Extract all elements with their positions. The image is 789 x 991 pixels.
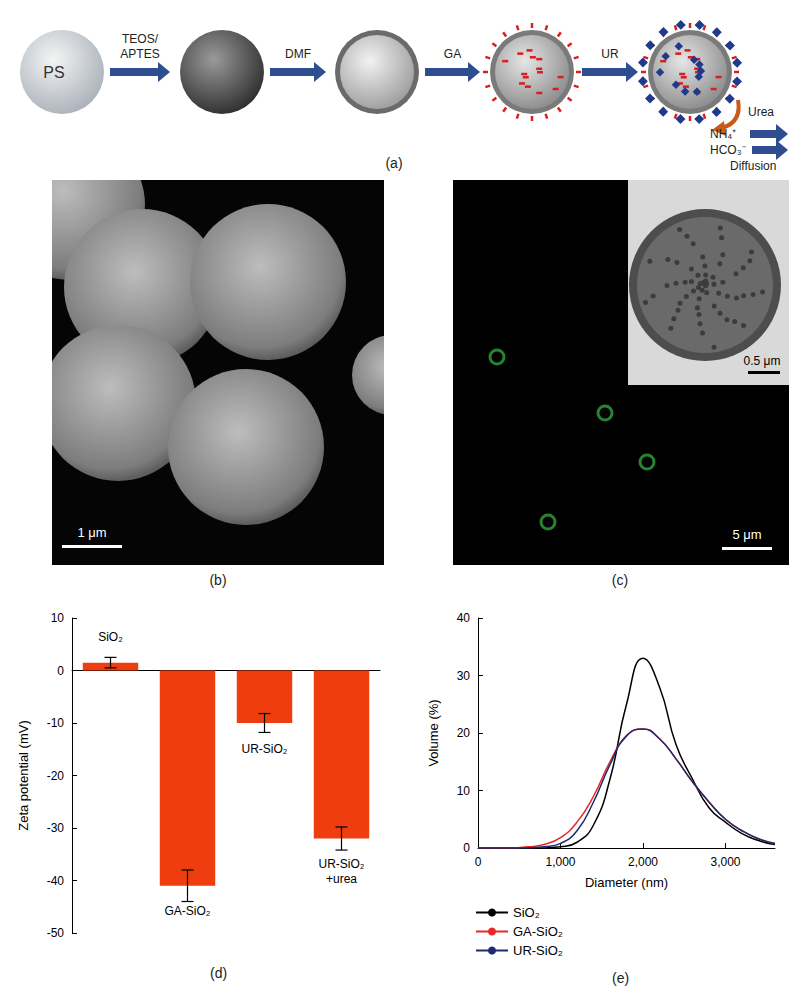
svg-text:+urea: +urea <box>326 872 357 886</box>
svg-text:HCO₃⁻: HCO₃⁻ <box>710 143 746 157</box>
svg-text:3,000: 3,000 <box>710 855 740 869</box>
svg-text:Diameter (nm): Diameter (nm) <box>585 875 668 890</box>
svg-text:(a): (a) <box>385 155 402 171</box>
svg-text:(b): (b) <box>209 572 226 588</box>
svg-text:UR: UR <box>601 47 619 61</box>
svg-text:GA-SiO₂: GA-SiO₂ <box>165 904 211 918</box>
svg-text:Volume (%): Volume (%) <box>426 699 441 766</box>
svg-text:0: 0 <box>463 841 470 855</box>
svg-text:10: 10 <box>51 611 65 625</box>
svg-text:2,000: 2,000 <box>628 855 658 869</box>
svg-text:0: 0 <box>57 664 64 678</box>
svg-text:SiO₂: SiO₂ <box>98 630 123 644</box>
svg-text:-30: -30 <box>47 821 65 835</box>
svg-text:-10: -10 <box>47 716 65 730</box>
svg-text:20: 20 <box>457 726 471 740</box>
svg-text:Zeta potential (mV): Zeta potential (mV) <box>16 720 31 831</box>
svg-text:SiO₂: SiO₂ <box>513 905 540 920</box>
svg-text:0: 0 <box>475 855 482 869</box>
html-text:(d): (d) <box>210 965 228 981</box>
svg-text:1 μm: 1 μm <box>77 525 106 540</box>
svg-text:GA-SiO₂: GA-SiO₂ <box>513 924 563 939</box>
svg-text:10: 10 <box>457 784 471 798</box>
svg-text:APTES: APTES <box>120 47 159 61</box>
svg-text:NH₄⁺: NH₄⁺ <box>710 127 736 141</box>
svg-text:Urea: Urea <box>748 105 774 119</box>
svg-text:1,000: 1,000 <box>545 855 575 869</box>
svg-text:UR-SiO₂: UR-SiO₂ <box>319 857 365 871</box>
svg-text:0.5 μm: 0.5 μm <box>744 354 781 368</box>
svg-text:-40: -40 <box>47 874 65 888</box>
svg-text:UR-SiO₂: UR-SiO₂ <box>242 742 288 756</box>
svg-text:GA: GA <box>444 47 461 61</box>
html-text:(e): (e) <box>612 970 630 986</box>
svg-text:-20: -20 <box>47 769 65 783</box>
svg-text:40: 40 <box>457 611 471 625</box>
svg-text:(c): (c) <box>612 572 628 588</box>
svg-text:30: 30 <box>457 669 471 683</box>
svg-text:5 μm: 5 μm <box>732 527 761 542</box>
svg-text:Diffusion: Diffusion <box>730 159 776 173</box>
svg-text:-50: -50 <box>47 926 65 940</box>
svg-text:DMF: DMF <box>285 47 311 61</box>
svg-text:TEOS/: TEOS/ <box>122 32 159 46</box>
svg-text:UR-SiO₂: UR-SiO₂ <box>513 943 563 958</box>
svg-text:PS: PS <box>43 64 64 81</box>
